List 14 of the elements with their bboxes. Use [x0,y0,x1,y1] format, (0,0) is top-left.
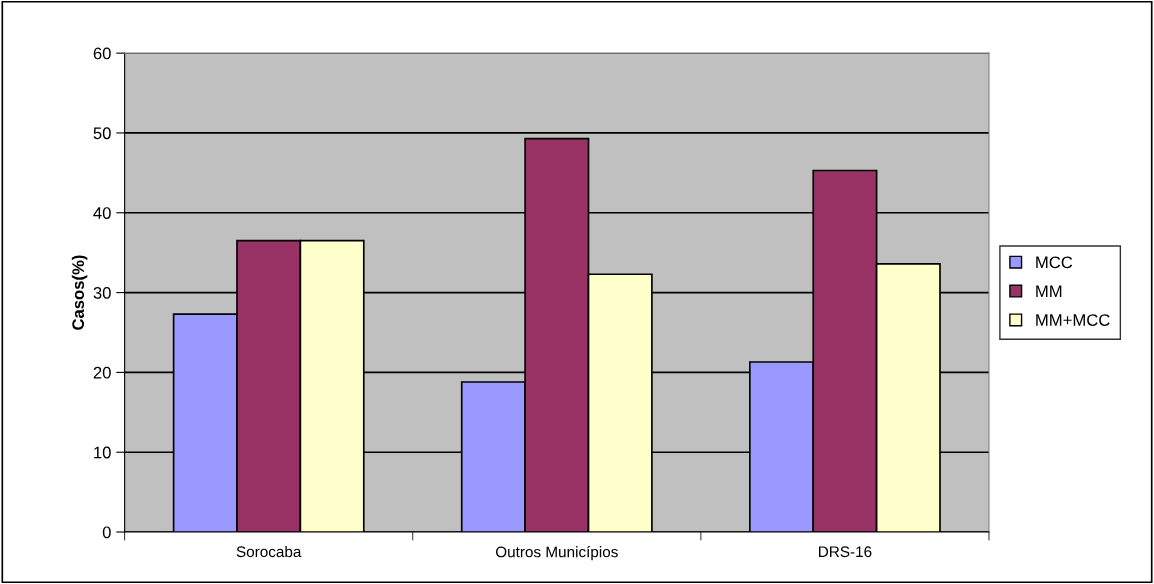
y-tick-label: 40 [93,207,111,219]
y-tick-label: 0 [102,526,111,539]
x-tick-label: Outros Municípios [495,545,618,561]
x-tick-label: Sorocaba [236,545,302,558]
y-tick-label: 60 [93,47,111,60]
y-tick-label: 50 [93,127,111,140]
legend-label: MCC [1036,256,1073,269]
y-axis-title: Casos(%) [71,255,88,330]
y-tick-label: 20 [93,366,111,379]
legend-label: MM [1036,285,1062,297]
y-tick-label: 30 [93,286,111,299]
x-tick-label: DRS-16 [819,546,872,558]
legend-label: MM+MCC [1036,314,1110,326]
y-tick-label: 10 [94,446,111,459]
